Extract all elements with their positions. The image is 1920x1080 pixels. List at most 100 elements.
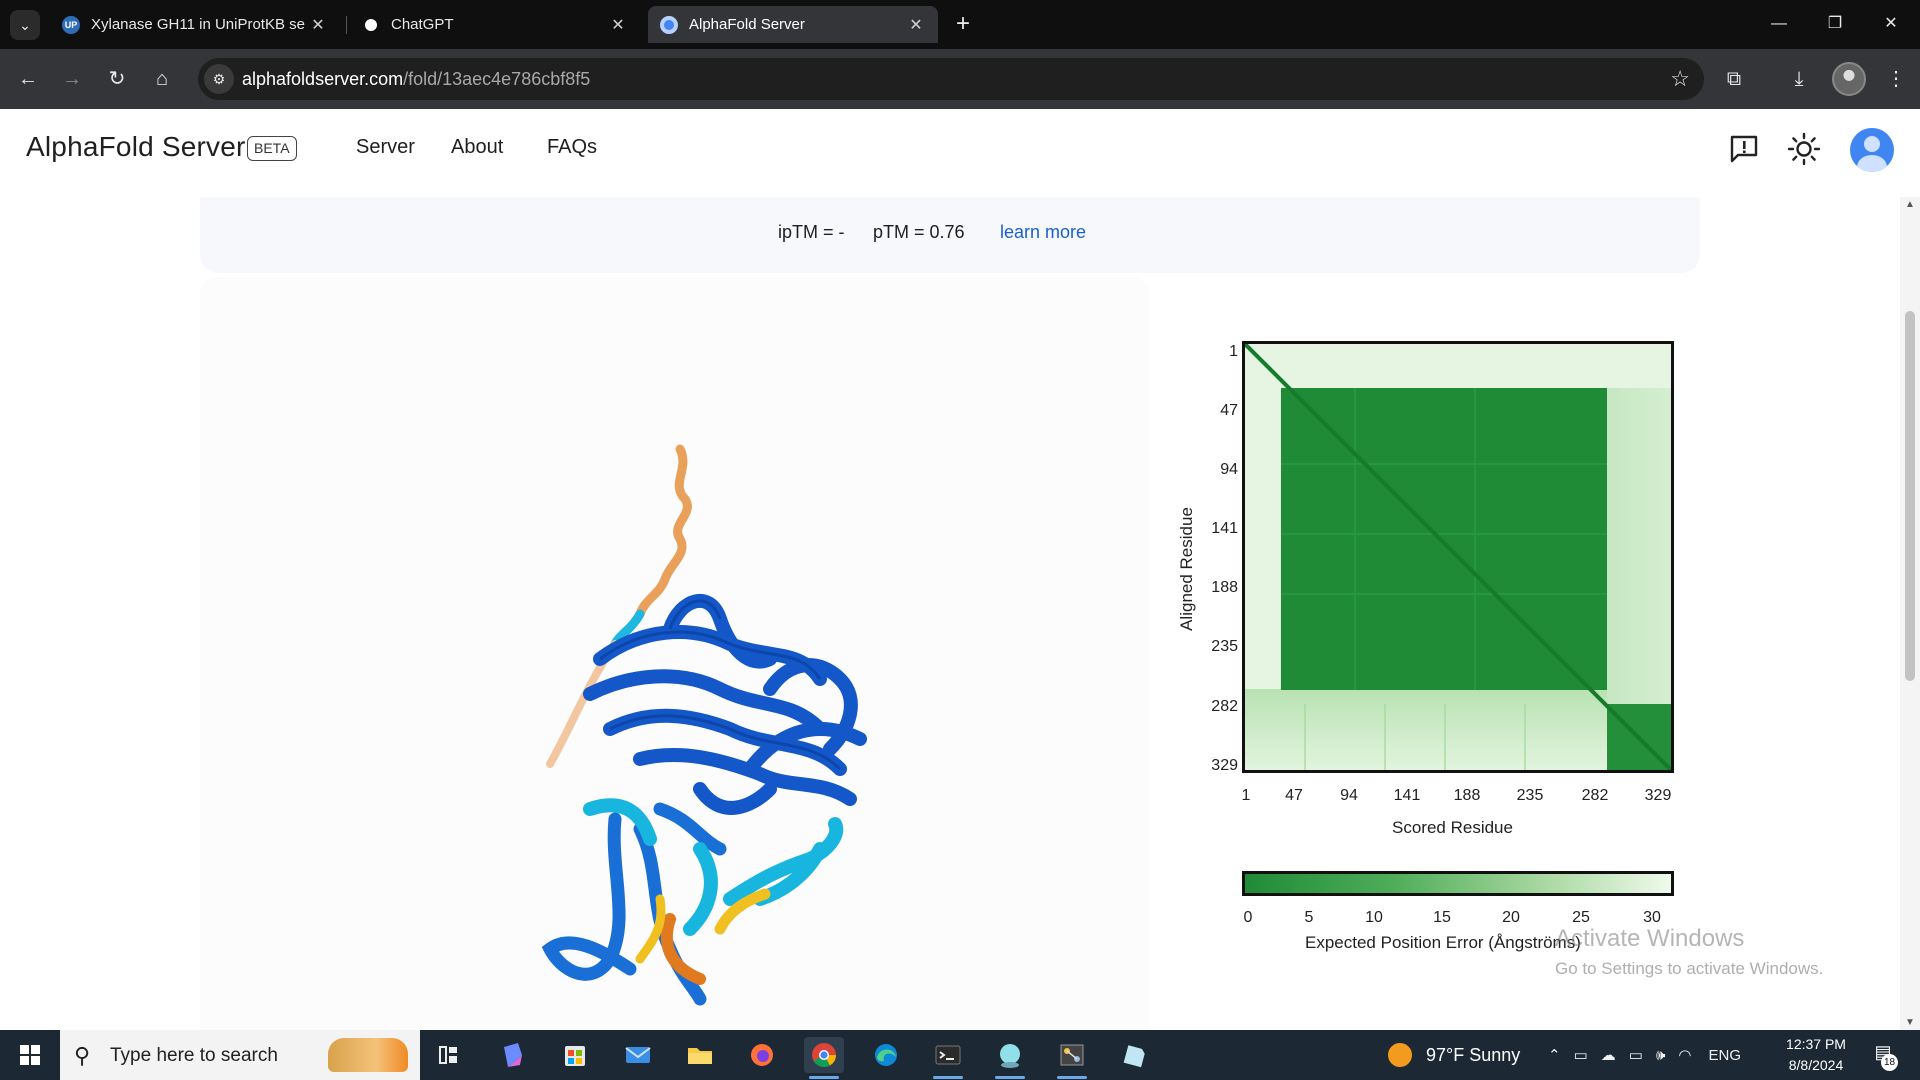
firefox-icon[interactable] [742, 1037, 782, 1073]
protein-structure-image[interactable] [520, 429, 900, 1009]
app-notes-icon[interactable] [1114, 1037, 1154, 1073]
chrome-icon[interactable] [804, 1037, 844, 1073]
tab-title: ChatGPT [391, 16, 454, 33]
bookmark-star-icon[interactable]: ☆ [1670, 66, 1690, 91]
colorbar-tick: 20 [1502, 909, 1520, 926]
taskbar-search-box[interactable]: ⚲ Type here to search [60, 1030, 420, 1080]
browser-menu-button[interactable]: ⋮ [1880, 63, 1912, 95]
colorbar-tick: 25 [1572, 909, 1590, 926]
arrow-right-icon: → [62, 68, 82, 90]
app-molecule-icon[interactable] [1052, 1037, 1092, 1073]
windows-start-icon[interactable] [0, 1030, 60, 1080]
structure-viewer[interactable] [200, 277, 1150, 1030]
wifi-icon[interactable]: ◠ [1678, 1047, 1692, 1064]
y-tick-label: 282 [1211, 698, 1238, 715]
brand-logo[interactable]: AlphaFold Server [26, 131, 246, 162]
nav-server[interactable]: Server [356, 136, 415, 158]
tab-chatgpt[interactable]: ChatGPT ✕ [350, 6, 640, 43]
address-bar[interactable]: ⚙ alphafoldserver.com/fold/13aec4e786cbf… [198, 58, 1704, 100]
search-icon: ⚲ [74, 1043, 91, 1068]
notification-center-icon[interactable]: ▤ 18 [1868, 1042, 1898, 1071]
microsoft-store-icon[interactable] [555, 1037, 595, 1073]
app-globe-icon[interactable] [990, 1037, 1030, 1073]
scroll-thumb[interactable] [1905, 311, 1915, 681]
mail-icon[interactable] [618, 1037, 658, 1073]
pae-heatmap[interactable] [1242, 341, 1674, 773]
url-text[interactable]: alphafoldserver.com/fold/13aec4e786cbf8f… [242, 69, 590, 90]
taskbar-clock[interactable]: 12:37 PM 8/8/2024 [1766, 1034, 1866, 1076]
clock-date: 8/8/2024 [1788, 1057, 1844, 1073]
search-placeholder: Type here to search [110, 1045, 278, 1066]
close-window-button[interactable]: ✕ [1884, 15, 1898, 32]
tab-search-button[interactable]: ⌄ [10, 10, 40, 40]
home-icon: ⌂ [155, 68, 169, 90]
system-tray: ⌃ ▭ ☁ ▭ 🕪 ◠ ENG [1548, 1030, 1741, 1080]
y-tick-label: 235 [1211, 638, 1238, 655]
close-icon[interactable]: ✕ [909, 16, 923, 34]
colorbar-tick: 10 [1365, 909, 1383, 926]
activate-windows-title: Activate Windows [1555, 925, 1745, 952]
ptm-score: pTM = 0.76 [873, 222, 965, 242]
open-app-indicator [933, 1076, 963, 1079]
open-app-indicator [1057, 1076, 1087, 1079]
reload-button[interactable]: ↻ [101, 63, 133, 95]
site-info-icon[interactable]: ⚙ [204, 64, 234, 94]
file-explorer-icon[interactable] [680, 1037, 720, 1073]
x-axis-title: Scored Residue [1392, 818, 1513, 837]
learn-more-link[interactable]: learn more [1000, 222, 1087, 242]
x-tick-label: 235 [1516, 787, 1544, 804]
weather-widget[interactable] [1388, 1030, 1412, 1080]
battery-icon[interactable]: ▭ [1628, 1047, 1643, 1064]
copilot-icon[interactable] [492, 1037, 532, 1073]
puzzle-icon: ⧉ [1726, 68, 1742, 90]
browser-profile-avatar[interactable] [1832, 62, 1866, 96]
x-tick-label: 94 [1340, 787, 1358, 804]
volume-icon[interactable]: 🕪 [1655, 1046, 1666, 1064]
user-avatar[interactable] [1850, 128, 1894, 172]
forward-button[interactable]: → [56, 63, 88, 95]
terminal-icon[interactable] [928, 1037, 968, 1073]
chevron-up-icon[interactable]: ⌃ [1548, 1047, 1561, 1064]
restore-button[interactable]: ❐ [1827, 15, 1843, 32]
nav-faqs[interactable]: FAQs [547, 136, 598, 158]
language-indicator[interactable]: ENG [1708, 1046, 1742, 1064]
pae-heatmap-canvas [1245, 344, 1671, 770]
scroll-down-icon[interactable]: ▼ [1905, 1017, 1915, 1028]
back-button[interactable]: ← [12, 63, 44, 95]
tab-title: Xylanase GH11 in UniProtKB se [91, 16, 305, 33]
scroll-up-icon[interactable]: ▲ [1905, 199, 1915, 210]
tab-separator [346, 16, 347, 34]
tab-alphafold[interactable]: AlphaFold Server ✕ [648, 6, 938, 43]
x-tick-label: 141 [1393, 787, 1421, 804]
tab-uniprot[interactable]: UP Xylanase GH11 in UniProtKB se ✕ [50, 6, 340, 43]
edge-icon[interactable] [866, 1037, 906, 1073]
feedback-icon[interactable] [1726, 131, 1762, 167]
home-button[interactable]: ⌂ [146, 63, 178, 95]
clock-time: 12:37 PM [1786, 1036, 1846, 1052]
theme-toggle-icon[interactable] [1786, 131, 1822, 167]
colorbar-title: Expected Position Error (Ångströms) [1305, 933, 1581, 952]
minimize-button[interactable]: — [1771, 15, 1787, 32]
search-highlight-icon [328, 1038, 408, 1072]
downloads-button[interactable]: ⤓ [1783, 63, 1815, 95]
new-tab-button[interactable]: + [955, 10, 970, 37]
browser-tab-bar: ⌄ UP Xylanase GH11 in UniProtKB se ✕ Cha… [0, 0, 1920, 49]
url-host: alphafoldserver.com [242, 69, 404, 89]
avatar-head [1864, 136, 1880, 152]
chatgpt-favicon-icon [362, 15, 380, 34]
task-view-icon[interactable] [428, 1037, 468, 1073]
weather-text[interactable]: 97°F Sunny [1426, 1045, 1521, 1065]
nav-about[interactable]: About [451, 136, 504, 158]
x-tick-label: 282 [1581, 787, 1609, 804]
onedrive-icon[interactable]: ☁ [1600, 1047, 1616, 1064]
close-icon[interactable]: ✕ [311, 16, 325, 34]
page-content: AlphaFold Server BETA Server About FAQs … [0, 109, 1920, 1030]
page-scrollbar[interactable]: ▲ ▼ [1900, 197, 1920, 1030]
extensions-button[interactable]: ⧉ [1718, 63, 1750, 95]
colorbar-tick: 30 [1643, 909, 1661, 926]
meet-now-icon[interactable]: ▭ [1573, 1047, 1588, 1064]
iptm-score: ipTM = - [778, 222, 845, 242]
arrow-left-icon: ← [18, 68, 38, 90]
pae-colorbar [1242, 871, 1674, 896]
close-icon[interactable]: ✕ [611, 16, 625, 34]
